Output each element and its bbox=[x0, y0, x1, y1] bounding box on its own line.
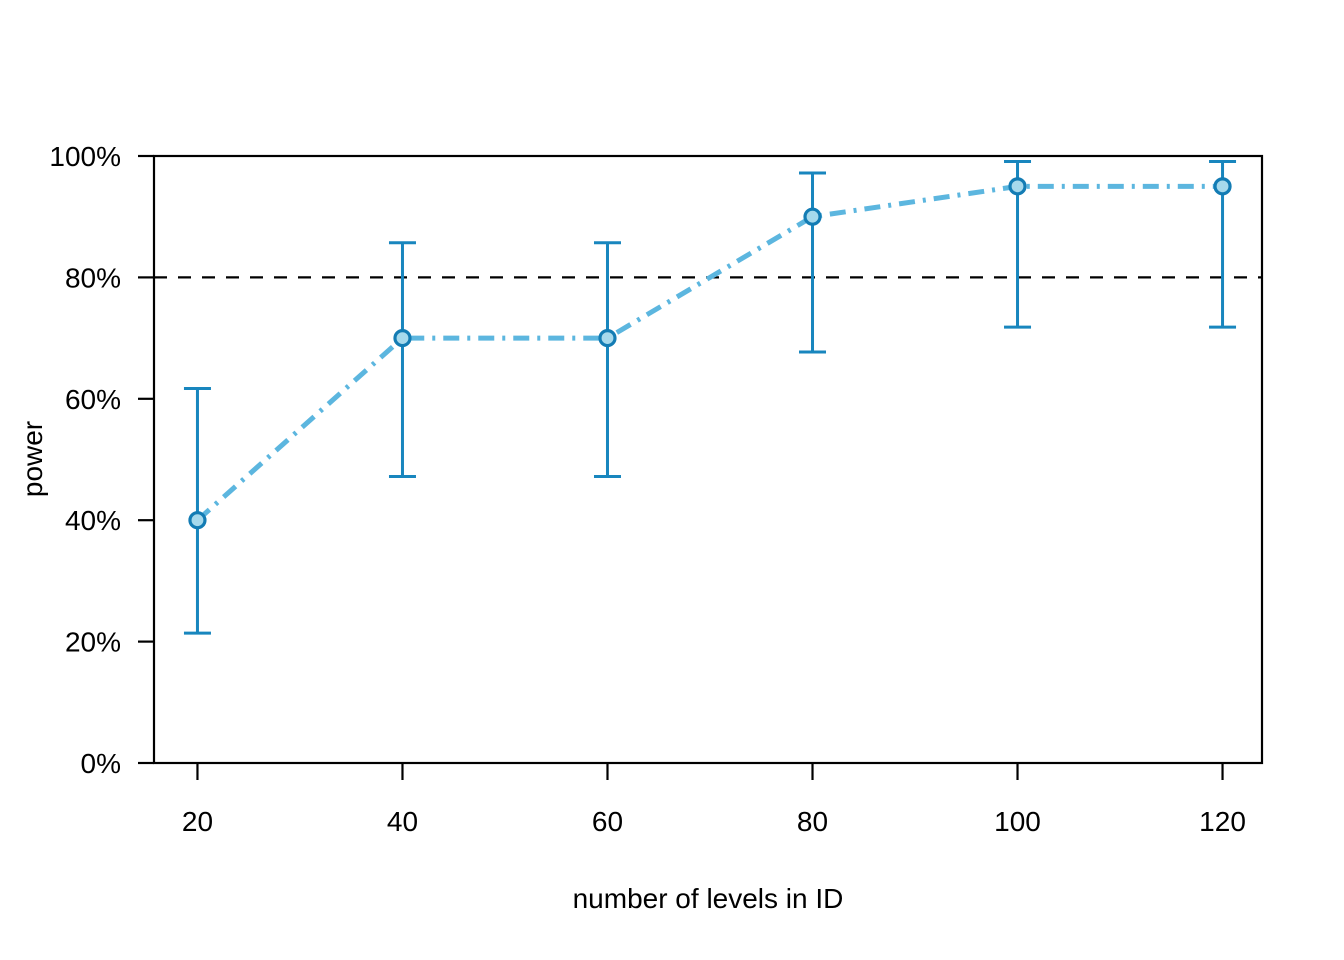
data-point bbox=[1213, 177, 1232, 196]
data-point bbox=[598, 329, 617, 348]
x-axis-title: number of levels in ID bbox=[573, 883, 844, 914]
y-tick-label: 80% bbox=[65, 262, 121, 293]
y-tick-label: 0% bbox=[81, 748, 121, 779]
y-tick-label: 40% bbox=[65, 505, 121, 536]
x-tick-label: 80 bbox=[797, 806, 828, 837]
x-tick-label: 60 bbox=[592, 806, 623, 837]
y-axis-title: power bbox=[17, 421, 48, 497]
x-tick-label: 100 bbox=[994, 806, 1041, 837]
x-tick-label: 120 bbox=[1199, 806, 1246, 837]
data-point bbox=[188, 511, 207, 530]
y-tick-label: 20% bbox=[65, 627, 121, 658]
x-tick-label: 20 bbox=[182, 806, 213, 837]
plot-box bbox=[152, 154, 1264, 765]
y-tick-label: 60% bbox=[65, 384, 121, 415]
power-line bbox=[195, 183, 1223, 523]
data-point bbox=[393, 329, 412, 348]
chart-plot-area: 0% 20% 40% 60% 80% 100% 20 40 60 80 100 120 bbox=[49, 141, 1264, 837]
x-tick-label: 40 bbox=[387, 806, 418, 837]
y-tick-label: 100% bbox=[49, 141, 121, 172]
data-point bbox=[803, 207, 822, 226]
data-point bbox=[1008, 177, 1027, 196]
